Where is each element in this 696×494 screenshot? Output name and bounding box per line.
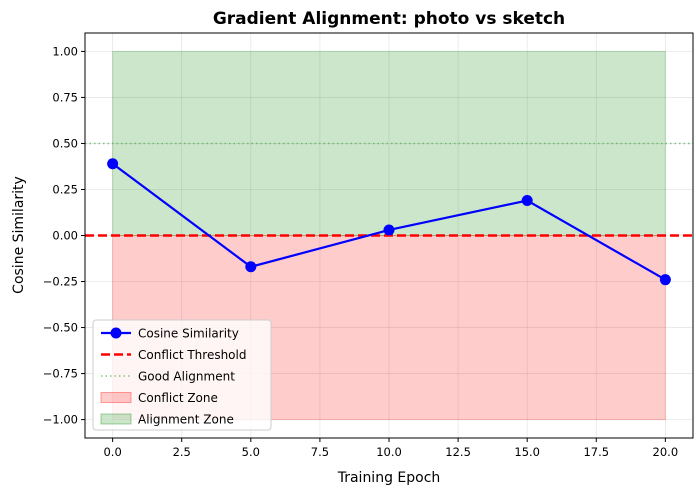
x-tick-label: 0.0 [103,445,121,459]
legend-handle-patch [100,413,132,425]
y-tick-label: 1.00 [52,44,78,58]
x-tick-label: 15.0 [514,445,540,459]
zones [112,50,666,421]
x-tick-label: 10.0 [376,445,402,459]
legend-box [92,319,272,431]
y-tick-label: −0.75 [43,367,78,381]
y-tick-label: 0.50 [52,136,78,150]
x-tick-label: 17.5 [583,445,609,459]
x-tick-label: 7.5 [311,445,329,459]
legend-handle-marker [110,327,122,339]
y-tick-label: 0.00 [52,229,78,243]
x-tick-label: 5.0 [242,445,260,459]
x-axis-label: Training Epoch [337,470,441,486]
series [107,158,671,286]
legend-label: Good Alignment [138,370,235,384]
legend-handle-patch [100,392,132,403]
x-tick-label: 2.5 [173,445,191,459]
legend-label: Conflict Zone [138,391,218,405]
legend-label: Alignment Zone [138,413,234,427]
reference-lines [85,142,693,237]
legend: Cosine Similarity Conflict Threshold Good … [92,319,272,431]
y-tick-label: −1.00 [43,413,78,427]
data-point [107,158,119,170]
x-ticks: 0.0 2.5 5.0 7.5 10.0 12.5 15.0 17.5 20.0 [103,438,678,459]
legend-label: Cosine Similarity [138,327,239,341]
y-tick-label: −0.50 [43,321,78,335]
legend-label: Conflict Threshold [138,348,246,362]
data-point [659,274,671,286]
zone-alignment-zone [112,50,666,237]
x-tick-label: 12.5 [445,445,471,459]
data-point [521,195,533,207]
y-tick-label: 0.75 [52,90,78,104]
data-point [245,261,257,273]
data-point [383,224,395,236]
y-tick-label: 0.25 [52,182,78,196]
y-axis-label: Cosine Similarity [11,176,27,294]
y-tick-label: −0.25 [43,275,78,289]
y-ticks: −1.00 −0.75 −0.50 −0.25 0.00 0.25 0.50 0.75 1.00 [43,44,85,427]
x-tick-label: 20.0 [653,445,679,459]
chart-title: Gradient Alignment: photo vs sketch [213,9,565,29]
